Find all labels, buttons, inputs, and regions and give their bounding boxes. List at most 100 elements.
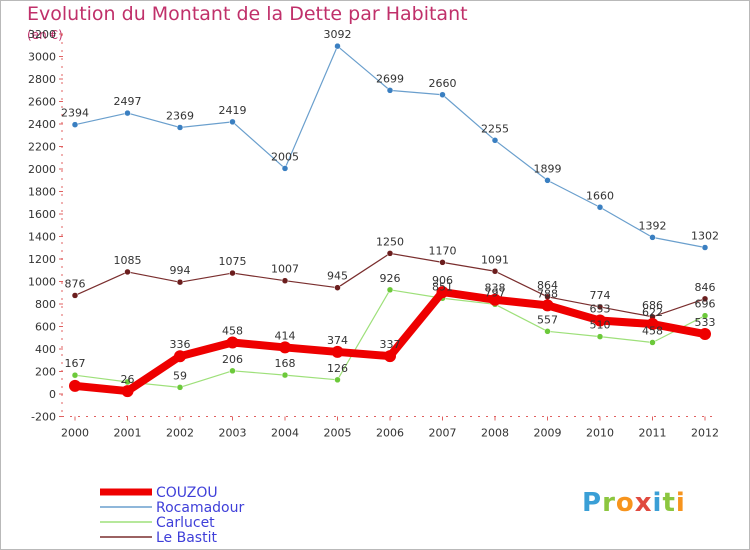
- data-point-rocamadour: [544, 177, 551, 184]
- data-point-couzou: [121, 385, 134, 398]
- y-tick-label: 400: [35, 343, 56, 356]
- data-point-carlucet: [544, 328, 551, 335]
- data-label-le-bastit: 1091: [481, 253, 509, 266]
- logo-letter: o: [615, 488, 635, 518]
- data-label-carlucet: 926: [380, 272, 401, 285]
- data-point-rocamadour: [176, 124, 184, 131]
- data-point-le-bastit: [281, 277, 289, 284]
- data-point-le-bastit: [334, 284, 341, 291]
- data-label-le-bastit: 774: [590, 289, 611, 302]
- logo-letter: i: [652, 488, 663, 518]
- data-point-couzou: [69, 379, 81, 392]
- data-label-le-bastit: 864: [537, 279, 558, 292]
- y-tick-label: 1800: [28, 186, 56, 199]
- series-line-le-bastit: [74, 252, 706, 318]
- y-tick-label: 3200: [28, 28, 56, 41]
- data-point-le-bastit: [176, 278, 184, 286]
- x-tick-label: 2005: [324, 427, 352, 440]
- data-point-couzou: [436, 286, 449, 299]
- data-label-le-bastit: 1085: [114, 254, 142, 267]
- data-point-le-bastit: [701, 295, 709, 303]
- x-tick-label: 2003: [219, 427, 247, 440]
- data-point-le-bastit: [124, 268, 131, 276]
- legend-label-couzou: COUZOU: [156, 485, 218, 501]
- data-label-rocamadour: 2369: [166, 109, 194, 122]
- data-label-carlucet: 510: [590, 319, 611, 332]
- data-label-couzou: 533: [695, 316, 716, 329]
- data-label-rocamadour: 2419: [219, 104, 247, 117]
- data-point-couzou: [279, 341, 291, 354]
- data-label-couzou: 838: [485, 282, 506, 295]
- data-point-le-bastit: [596, 303, 604, 311]
- y-tick-label: -200: [31, 411, 56, 424]
- proxiti-logo: Proxiti: [582, 488, 686, 518]
- y-tick-label: 800: [35, 298, 56, 311]
- data-point-rocamadour: [334, 42, 341, 50]
- data-point-le-bastit: [71, 292, 79, 299]
- y-tick-label: 1200: [28, 253, 56, 266]
- data-label-carlucet: 696: [695, 298, 716, 311]
- data-label-carlucet: 126: [327, 362, 348, 375]
- y-tick-label: 200: [35, 366, 56, 379]
- logo-letter: x: [634, 488, 653, 518]
- data-label-couzou: 622: [642, 306, 663, 319]
- data-label-rocamadour: 1392: [639, 219, 667, 232]
- data-point-rocamadour: [439, 91, 446, 98]
- data-point-carlucet: [229, 367, 236, 375]
- data-point-carlucet: [649, 339, 656, 346]
- data-label-couzou: 788: [537, 287, 558, 300]
- x-tick-label: 2001: [114, 427, 142, 440]
- data-label-le-bastit: 1075: [219, 255, 247, 268]
- data-point-rocamadour: [281, 165, 289, 172]
- data-point-rocamadour: [229, 118, 236, 126]
- data-point-rocamadour: [701, 244, 709, 251]
- data-label-le-bastit: 1250: [376, 235, 404, 248]
- legend-label-carlucet: Carlucet: [156, 515, 215, 531]
- y-tick-label: 600: [35, 321, 56, 334]
- data-label-le-bastit: 945: [327, 270, 348, 283]
- x-tick-label: 2006: [376, 427, 404, 440]
- data-point-rocamadour: [124, 109, 131, 117]
- data-label-le-bastit: 876: [65, 277, 86, 290]
- x-tick-label: 2012: [691, 427, 719, 440]
- chart-title: Evolution du Montant de la Dette par Hab…: [27, 3, 468, 25]
- legend-label-le-bastit: Le Bastit: [156, 530, 217, 546]
- data-label-couzou: 336: [170, 338, 191, 351]
- y-tick-label: 2200: [28, 141, 56, 154]
- data-point-le-bastit: [386, 250, 394, 257]
- data-labels: 2394 2497 2369 2419 2005 3092 2699 2660 2255 1899…: [61, 28, 719, 386]
- logo-letter: t: [662, 488, 676, 518]
- y-tick-label: 2400: [28, 118, 56, 131]
- data-label-rocamadour: 2699: [376, 72, 404, 85]
- data-point-carlucet: [334, 376, 341, 384]
- x-tick-label: 2002: [166, 427, 194, 440]
- data-point-le-bastit: [229, 269, 236, 277]
- y-tick-label: 1400: [28, 231, 56, 244]
- x-tick-label: 2011: [639, 427, 667, 440]
- data-point-carlucet: [701, 312, 709, 319]
- data-label-carlucet: 458: [642, 324, 663, 337]
- logo-letter: P: [582, 488, 603, 518]
- y-tick-label: 2000: [28, 163, 56, 176]
- data-label-rocamadour: 1899: [534, 162, 562, 175]
- data-label-le-bastit: 846: [695, 281, 716, 294]
- data-point-le-bastit: [491, 268, 499, 275]
- data-point-couzou: [541, 299, 554, 312]
- logo-letter: r: [602, 488, 616, 518]
- data-point-carlucet: [281, 371, 289, 379]
- data-label-couzou: 458: [222, 324, 243, 337]
- x-tick-label: 2004: [271, 427, 299, 440]
- data-label-rocamadour: 2255: [481, 122, 509, 135]
- data-point-carlucet: [71, 371, 79, 379]
- data-point-couzou: [174, 350, 186, 363]
- x-tick-label: 2008: [481, 427, 509, 440]
- data-point-rocamadour: [71, 121, 79, 128]
- data-point-rocamadour: [491, 137, 499, 144]
- data-label-carlucet: 557: [537, 313, 558, 326]
- data-label-couzou: 337: [380, 338, 401, 351]
- data-label-couzou: 26: [121, 373, 135, 386]
- data-point-rocamadour: [649, 234, 656, 241]
- unit-label: (en €): [27, 28, 63, 42]
- data-label-le-bastit: 994: [170, 264, 191, 277]
